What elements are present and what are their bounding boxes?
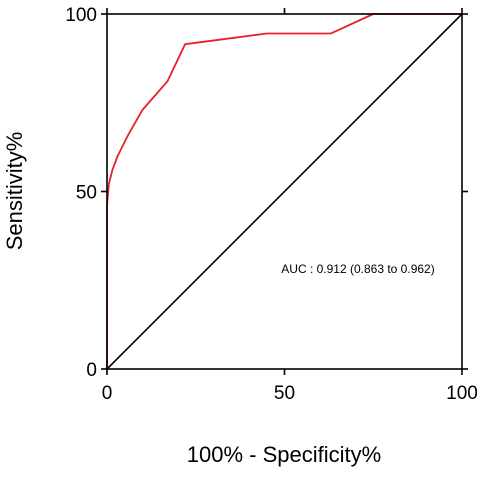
y-tick-label: 50 <box>76 183 97 204</box>
reference-line-layer <box>106 13 463 370</box>
x-axis-title: 100% - Specificity% <box>187 442 381 467</box>
x-tick-label: 0 <box>102 383 113 404</box>
tick-layer: 0 50 100 0 50 100 <box>65 5 478 404</box>
y-axis-title: Sensitivity% <box>2 132 27 251</box>
reference-diagonal-line <box>106 13 463 370</box>
y-tick-label: 0 <box>86 360 97 381</box>
series-layer <box>106 13 462 369</box>
x-tick-label: 50 <box>274 383 295 404</box>
y-tick-label: 100 <box>65 5 97 26</box>
x-tick-label: 100 <box>446 383 478 404</box>
roc-curve-line <box>106 13 462 369</box>
auc-annotation: AUC : 0.912 (0.863 to 0.962) <box>281 262 434 276</box>
